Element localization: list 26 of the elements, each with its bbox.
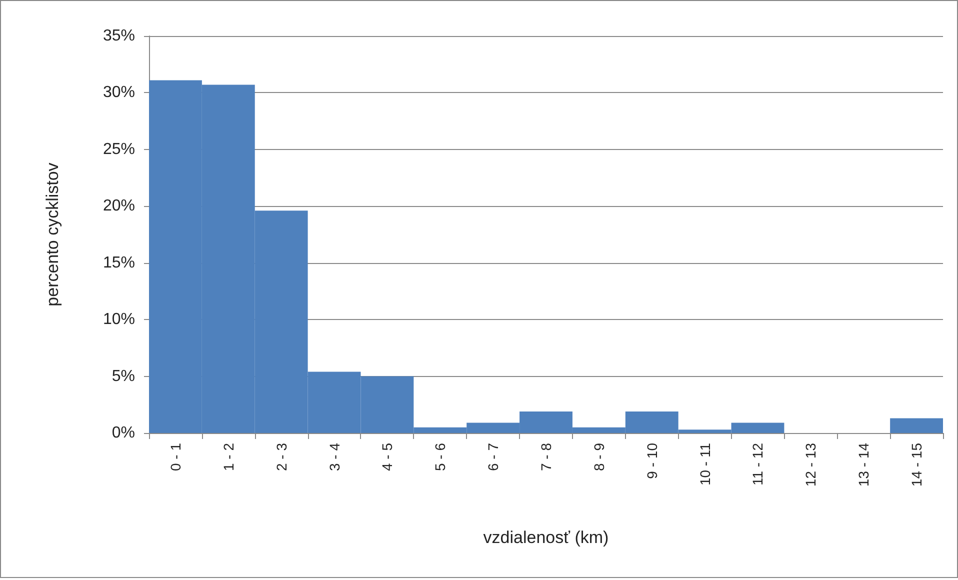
y-tick-label: 15% bbox=[102, 254, 135, 272]
bar bbox=[890, 418, 943, 433]
x-tick-label: 2 - 3 bbox=[273, 442, 290, 472]
x-tick-label: 6 - 7 bbox=[485, 442, 502, 472]
y-tick-label: 5% bbox=[112, 368, 135, 385]
x-tick-label: 13 - 14 bbox=[856, 442, 872, 487]
x-tick-label: 5 - 6 bbox=[432, 442, 448, 472]
y-axis-title: percento cycklistov bbox=[43, 162, 62, 306]
x-tick-label: 3 - 4 bbox=[326, 442, 342, 472]
y-tick-label: 0% bbox=[112, 424, 135, 442]
x-tick-label: 10 - 11 bbox=[696, 442, 713, 486]
x-tick-label: 0 - 1 bbox=[167, 442, 184, 472]
x-tick-label: 7 - 8 bbox=[538, 442, 554, 472]
x-tick-label: 12 - 13 bbox=[802, 442, 819, 487]
y-tick-label: 25% bbox=[102, 140, 135, 158]
x-tick-label: 14 - 15 bbox=[908, 442, 925, 487]
y-tick-label: 30% bbox=[102, 84, 135, 102]
x-tick-label: 1 - 2 bbox=[220, 442, 236, 472]
x-axis-title: vzdialenosť (km) bbox=[483, 528, 609, 547]
y-tick-label: 10% bbox=[102, 311, 135, 328]
x-tick-label: 8 - 9 bbox=[590, 442, 607, 472]
y-tick-label: 20% bbox=[102, 198, 135, 215]
x-tick-label: 9 - 10 bbox=[644, 442, 660, 479]
y-tick-label: 35% bbox=[102, 28, 135, 44]
x-tick-label: 11 - 12 bbox=[750, 442, 766, 486]
x-tick-label: 4 - 5 bbox=[379, 442, 396, 472]
